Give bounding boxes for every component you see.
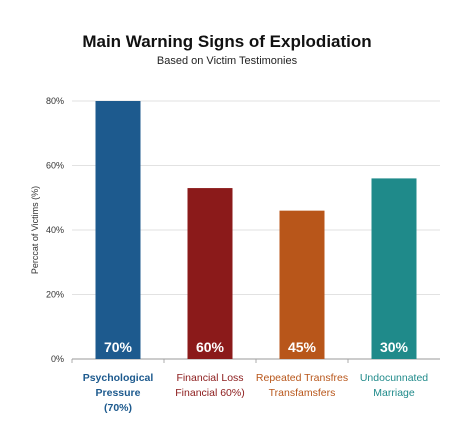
- category-label: Financial 60%): [175, 387, 244, 399]
- category-label: Repeated Transfres: [256, 372, 348, 384]
- y-tick-label: 20%: [46, 290, 64, 300]
- bar-value-label: 60%: [196, 339, 225, 355]
- category-label: Transfamsfers: [269, 387, 336, 399]
- category-label: (70%): [104, 402, 132, 414]
- bars: [95, 101, 417, 359]
- chart-subtitle: Based on Victim Testimonies: [156, 55, 298, 67]
- y-tick-label: 0%: [51, 354, 64, 364]
- y-tick-label: 80%: [46, 96, 64, 106]
- category-label: Financial Loss: [176, 372, 243, 384]
- labels: 70% Psychological Pressure (70%) 60% Financia…: [83, 339, 429, 414]
- y-tick-label: 60%: [46, 161, 64, 171]
- category-label: Pressure: [96, 387, 141, 399]
- category-label: Psychological: [83, 372, 154, 384]
- y-tick-label: 40%: [46, 225, 64, 235]
- y-axis-title: Perccat of Victims (%): [30, 186, 40, 274]
- category-label: Marriage: [373, 387, 415, 399]
- bar-value-label: 30%: [380, 339, 409, 355]
- bar: [95, 101, 141, 359]
- category-label: Undocunnated: [360, 372, 428, 384]
- bar-value-label: 45%: [288, 339, 317, 355]
- bar: [279, 210, 325, 359]
- bar: [187, 188, 233, 359]
- chart-title: Main Warning Signs of Explodiation: [82, 32, 372, 51]
- bar: [371, 178, 417, 359]
- bar-value-label: 70%: [104, 339, 133, 355]
